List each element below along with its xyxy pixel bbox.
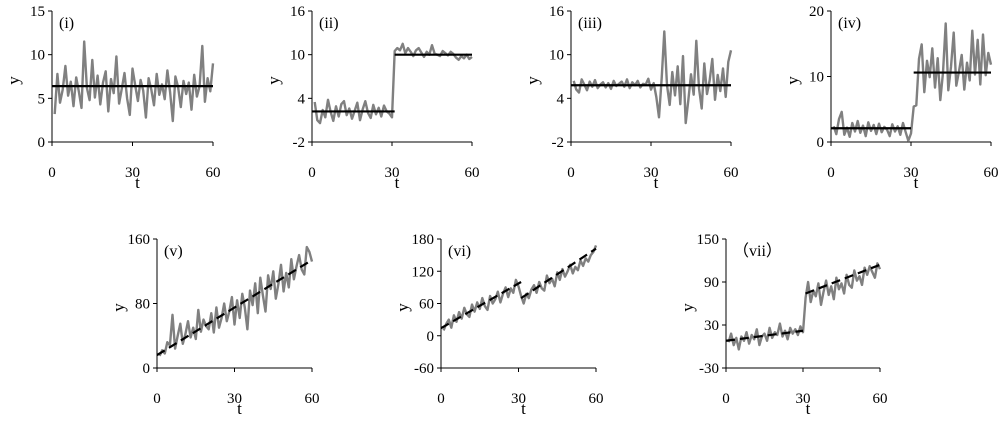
x-tick-label: 60	[589, 391, 604, 407]
y-tick-label: 16	[549, 4, 565, 20]
y-tick-label: -60	[414, 361, 434, 377]
y-tick-label: 10	[290, 48, 305, 64]
y-axis-label: y	[523, 76, 542, 85]
y-tick-label: 4	[557, 91, 565, 107]
x-axis-label: t	[521, 399, 526, 418]
y-tick-label: 16	[290, 4, 306, 20]
y-tick-label: 15	[30, 4, 45, 20]
panel-label: (iv)	[838, 15, 861, 32]
y-tick-label: 0	[427, 329, 435, 345]
y-tick-label: 90	[704, 275, 719, 291]
x-tick-label: 60	[206, 165, 221, 181]
y-axis-label: y	[4, 76, 23, 85]
x-tick-label: 0	[827, 165, 835, 181]
y-tick-label: 10	[30, 48, 45, 64]
y-tick-label: 0	[817, 135, 825, 151]
x-tick-label: 60	[465, 165, 480, 181]
panel-label: （vii）	[733, 242, 782, 260]
y-tick-label: 80	[135, 297, 150, 313]
y-tick-label: -2	[293, 135, 306, 151]
panel-label: (iii)	[578, 15, 602, 32]
x-tick-label: 0	[722, 391, 730, 407]
y-tick-label: 160	[128, 232, 151, 248]
x-axis-label: t	[806, 399, 811, 418]
x-tick-label: 60	[873, 391, 888, 407]
panel-label: (i)	[59, 15, 74, 32]
y-tick-label: 60	[419, 297, 434, 313]
x-axis-label: t	[914, 173, 919, 192]
y-tick-label: 0	[143, 361, 151, 377]
panel-label: (ii)	[319, 15, 339, 32]
x-axis-label: t	[237, 399, 242, 418]
y-axis-label: y	[393, 303, 412, 312]
y-axis-label: y	[783, 76, 802, 85]
y-tick-label: 120	[412, 264, 435, 280]
y-tick-label: 10	[549, 48, 564, 64]
x-axis-label: t	[654, 173, 659, 192]
x-tick-label: 0	[567, 165, 575, 181]
y-axis-label: y	[678, 303, 697, 312]
panel-label: (v)	[164, 243, 183, 260]
y-axis-label: y	[109, 303, 128, 312]
y-tick-label: 30	[704, 318, 719, 334]
trend-line-dashed	[157, 260, 312, 355]
x-tick-label: 60	[984, 165, 998, 181]
y-tick-label: -2	[552, 135, 565, 151]
x-tick-label: 60	[724, 165, 739, 181]
panel-label: (vi)	[448, 243, 471, 260]
data-series-line	[55, 42, 213, 121]
y-tick-label: 20	[809, 4, 824, 20]
x-tick-label: 60	[305, 391, 320, 407]
x-tick-label: 0	[48, 165, 56, 181]
y-tick-label: 0	[38, 135, 46, 151]
y-tick-label: 180	[412, 232, 435, 248]
data-series-line	[834, 23, 991, 140]
x-tick-label: 0	[153, 391, 161, 407]
x-axis-label: t	[395, 173, 400, 192]
x-tick-label: 0	[308, 165, 316, 181]
y-tick-label: 10	[809, 70, 824, 86]
y-tick-label: 150	[697, 232, 720, 248]
trend-line-dashed	[521, 249, 596, 298]
x-axis-label: t	[135, 173, 140, 192]
data-series-line	[574, 31, 731, 123]
x-tick-label: 0	[437, 391, 445, 407]
y-tick-label: 5	[38, 91, 46, 107]
y-axis-label: y	[264, 76, 283, 85]
y-tick-label: -30	[699, 361, 719, 377]
y-tick-label: 4	[298, 91, 306, 107]
data-series-line	[729, 263, 880, 349]
